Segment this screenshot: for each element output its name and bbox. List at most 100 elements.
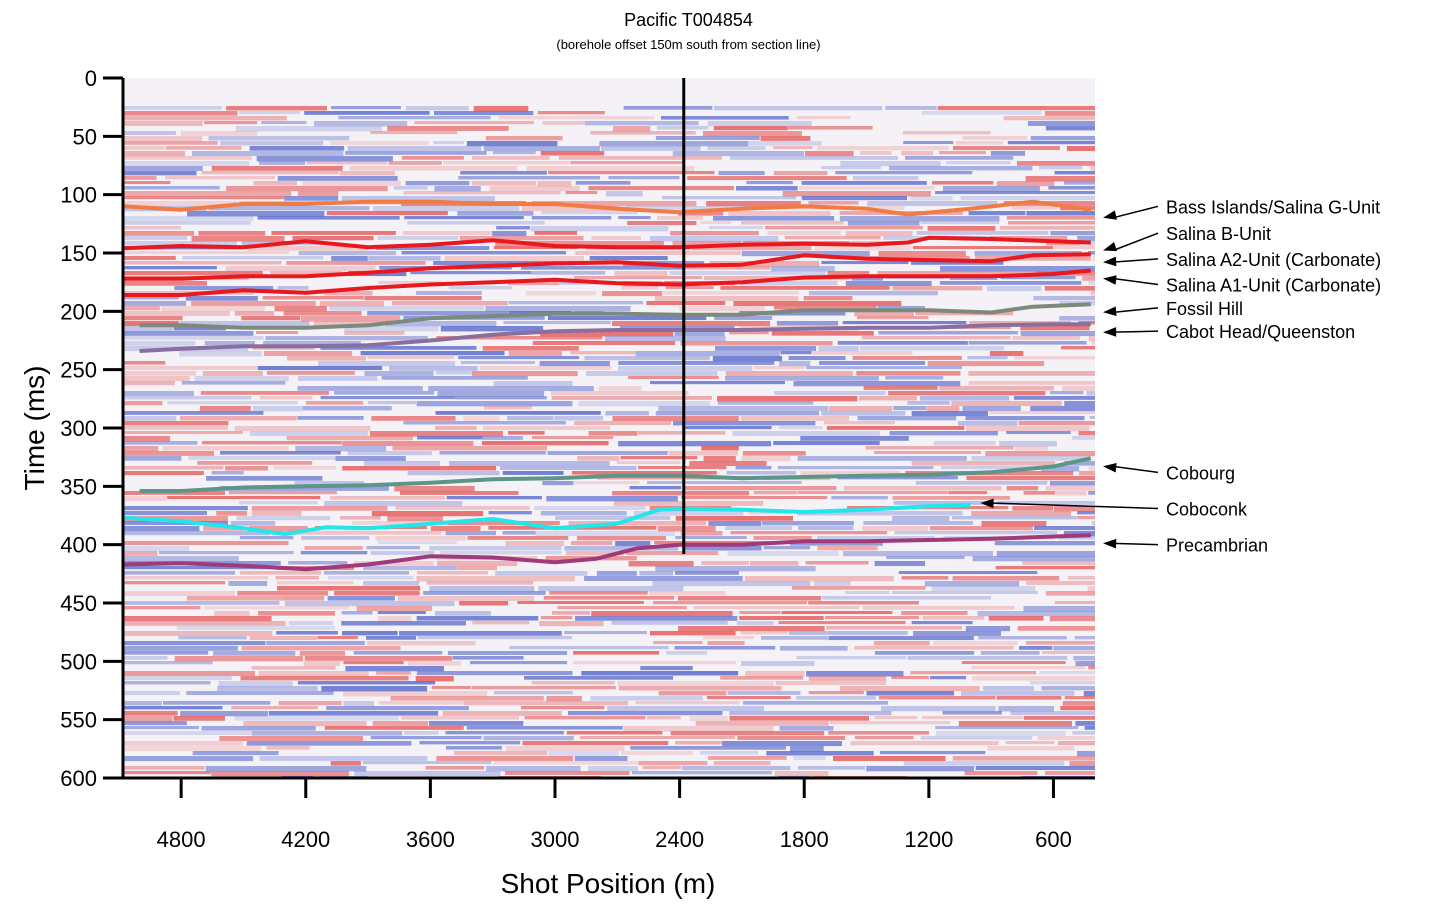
seismic-band bbox=[202, 371, 263, 376]
seismic-band bbox=[304, 546, 363, 550]
seismic-band bbox=[826, 626, 962, 630]
seismic-band bbox=[591, 236, 642, 241]
seismic-band bbox=[736, 621, 774, 626]
seismic-band bbox=[639, 571, 674, 576]
seismic-band bbox=[178, 636, 247, 640]
seismic-band bbox=[1033, 296, 1095, 301]
seismic-band bbox=[378, 281, 442, 285]
label-arrowhead bbox=[1103, 463, 1117, 473]
seismic-band bbox=[623, 726, 774, 732]
seismic-band bbox=[939, 386, 1054, 391]
seismic-band bbox=[796, 656, 907, 660]
seismic-band bbox=[728, 211, 831, 216]
seismic-band bbox=[866, 691, 955, 696]
seismic-band bbox=[298, 251, 396, 256]
seismic-band bbox=[471, 156, 550, 160]
seismic-band bbox=[840, 161, 941, 167]
seismic-band bbox=[539, 621, 604, 627]
seismic-band bbox=[505, 771, 630, 776]
seismic-band bbox=[801, 196, 907, 201]
seismic-band bbox=[579, 736, 735, 740]
seismic-band bbox=[1023, 606, 1095, 612]
seismic-band bbox=[162, 446, 289, 451]
seismic-band bbox=[1000, 276, 1076, 280]
seismic-band bbox=[625, 551, 719, 556]
seismic-band bbox=[547, 451, 668, 455]
seismic-band bbox=[700, 221, 732, 225]
seismic-band bbox=[397, 596, 535, 601]
seismic-band bbox=[493, 246, 578, 250]
seismic-band bbox=[791, 586, 926, 590]
seismic-band bbox=[808, 676, 887, 681]
y-tick-label: 450 bbox=[60, 591, 97, 616]
seismic-band bbox=[714, 316, 773, 320]
seismic-band bbox=[763, 546, 811, 550]
seismic-band bbox=[778, 621, 906, 625]
seismic-band bbox=[894, 531, 1058, 535]
seismic-band bbox=[251, 666, 336, 670]
label-arrowhead bbox=[1103, 256, 1117, 267]
seismic-band bbox=[123, 671, 256, 676]
seismic-band bbox=[987, 746, 1075, 751]
seismic-band bbox=[204, 121, 258, 125]
seismic-band bbox=[123, 396, 252, 400]
seismic-band bbox=[287, 356, 366, 361]
seismic-band bbox=[1075, 661, 1095, 667]
seismic-band bbox=[564, 546, 679, 551]
seismic-band bbox=[1008, 221, 1095, 225]
seismic-band bbox=[251, 506, 388, 511]
label-arrow-line bbox=[990, 502, 1159, 510]
seismic-band bbox=[958, 721, 1072, 727]
seismic-band bbox=[1016, 161, 1095, 166]
seismic-band bbox=[550, 391, 689, 396]
seismic-band bbox=[880, 706, 996, 712]
seismic-band bbox=[334, 391, 435, 395]
seismic-band bbox=[977, 611, 1095, 617]
seismic-band bbox=[123, 296, 179, 300]
horizon-line-2 bbox=[123, 235, 1091, 251]
seismic-band bbox=[660, 116, 789, 120]
seismic-band bbox=[666, 651, 708, 655]
seismic-band bbox=[436, 371, 472, 375]
seismic-band bbox=[1088, 466, 1095, 471]
seismic-band bbox=[1053, 506, 1095, 512]
seismic-band bbox=[297, 681, 436, 685]
seismic-band bbox=[927, 226, 996, 231]
seismic-band bbox=[324, 726, 464, 730]
seismic-band bbox=[557, 606, 687, 610]
seismic-band bbox=[234, 426, 371, 432]
seismic-band bbox=[251, 731, 403, 736]
seismic-band bbox=[341, 621, 466, 626]
seismic-band bbox=[685, 546, 762, 551]
seismic-band bbox=[390, 696, 544, 701]
seismic-band bbox=[960, 196, 1095, 201]
seismic-band bbox=[1054, 601, 1095, 605]
seismic-band bbox=[987, 286, 1042, 292]
seismic-band bbox=[378, 616, 412, 622]
seismic-band bbox=[363, 566, 458, 571]
seismic-band bbox=[1020, 326, 1090, 331]
seismic-band bbox=[892, 516, 950, 521]
seismic-band bbox=[893, 406, 927, 411]
seismic-band bbox=[123, 271, 263, 276]
seismic-band bbox=[1082, 276, 1095, 281]
seismic-band bbox=[576, 536, 666, 541]
seismic-band bbox=[827, 271, 870, 276]
seismic-band bbox=[1044, 111, 1095, 116]
seismic-band bbox=[283, 311, 362, 316]
seismic-band bbox=[761, 636, 829, 640]
seismic-band bbox=[767, 231, 841, 235]
seismic-band bbox=[502, 531, 536, 535]
seismic-band bbox=[1073, 656, 1095, 661]
seismic-band bbox=[629, 486, 682, 490]
seismic-band bbox=[508, 431, 545, 435]
seismic-band bbox=[531, 681, 615, 685]
seismic-band bbox=[819, 361, 926, 366]
seismic-band bbox=[123, 681, 211, 685]
seismic-band bbox=[1003, 116, 1095, 121]
seismic-band bbox=[123, 656, 168, 660]
seismic-band bbox=[1014, 396, 1095, 400]
seismic-band bbox=[847, 221, 920, 226]
seismic-band bbox=[933, 641, 1018, 646]
seismic-band bbox=[243, 721, 367, 727]
